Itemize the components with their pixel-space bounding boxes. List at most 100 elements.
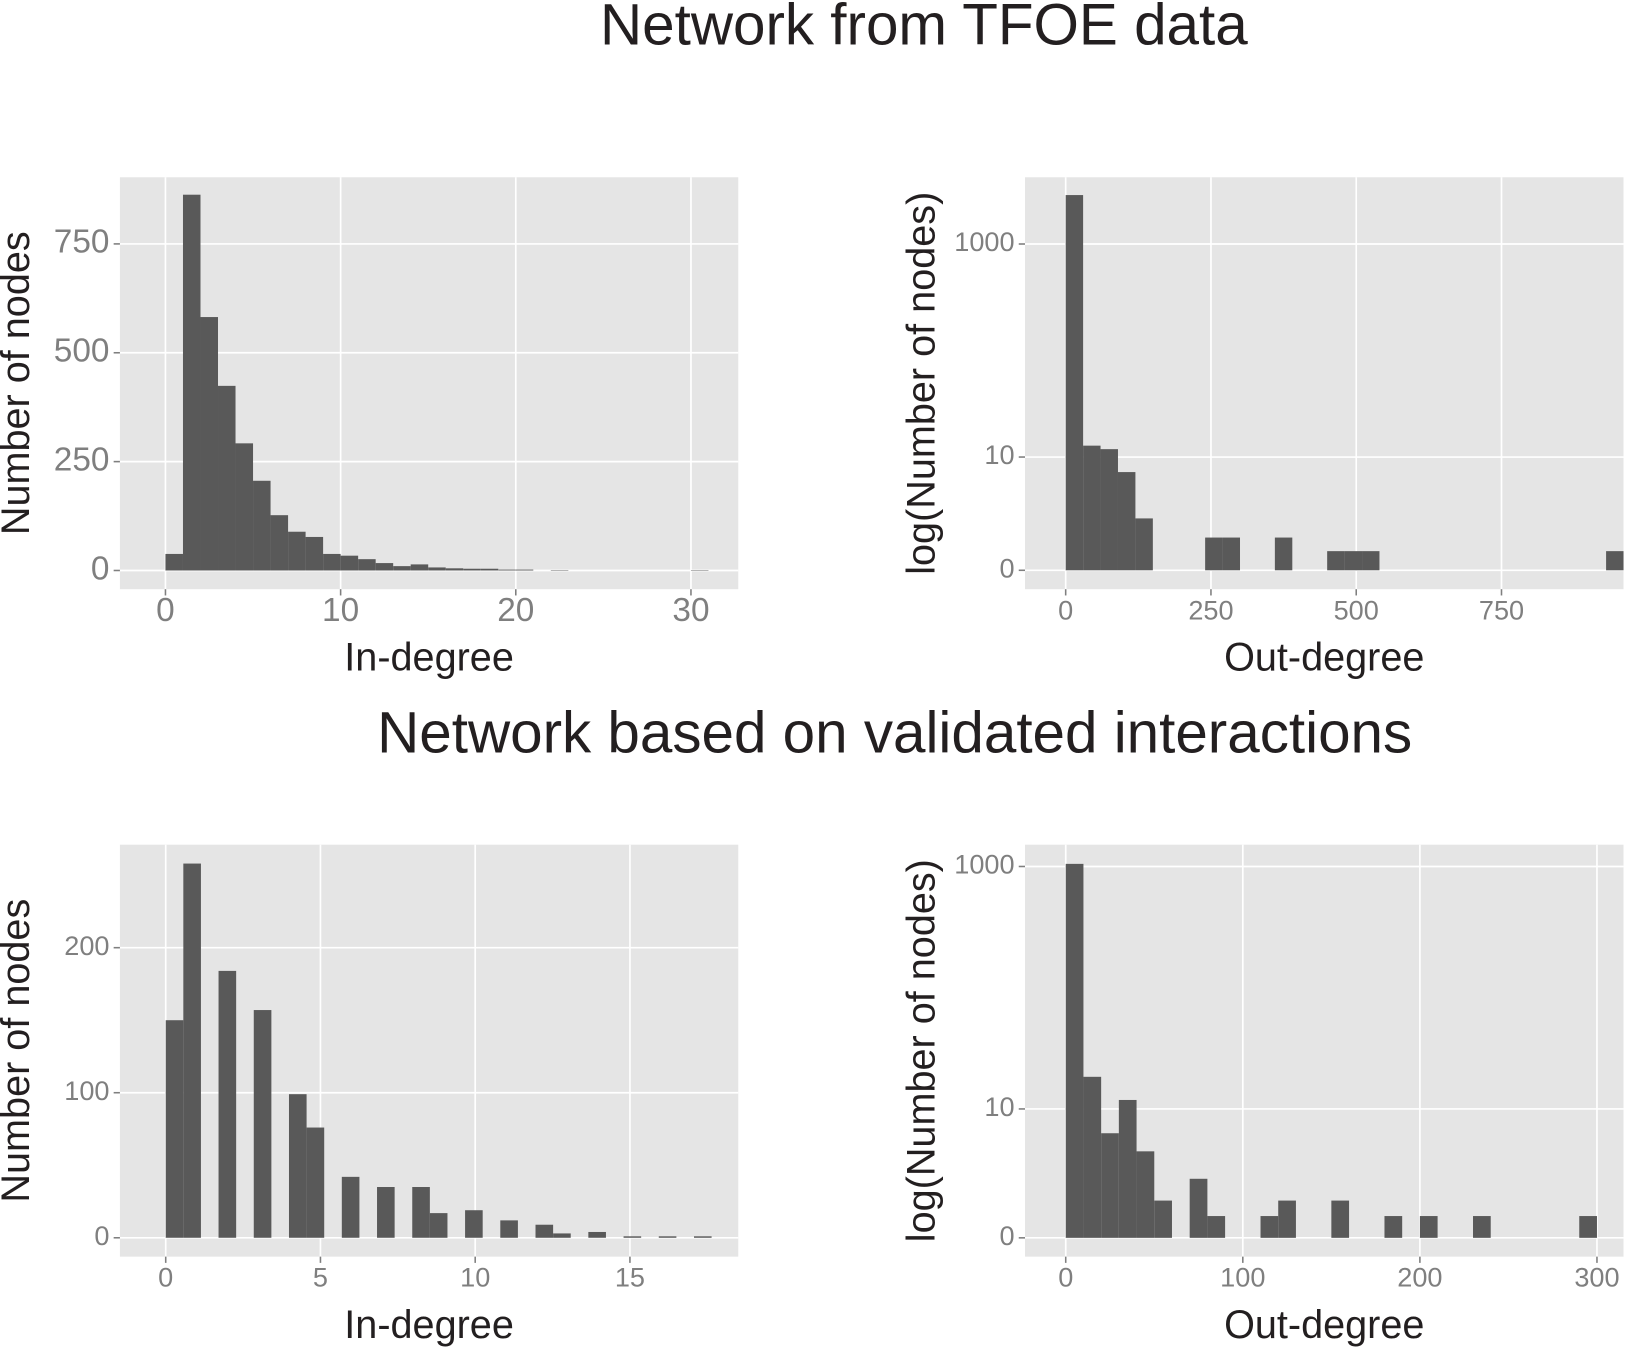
bar — [498, 569, 516, 571]
bar — [1222, 537, 1241, 571]
bar — [1260, 1216, 1279, 1238]
x-tick-label: 0 — [156, 592, 175, 629]
y-tick-label: 100 — [64, 1075, 109, 1106]
x-tick-label: 300 — [1574, 1262, 1619, 1293]
y-tick-label: 10 — [984, 439, 1014, 470]
bar — [165, 1020, 184, 1238]
bar — [358, 559, 376, 571]
bar — [1579, 1216, 1597, 1238]
y-tick-label: 10 — [984, 1091, 1014, 1122]
bar — [305, 536, 324, 571]
bar — [535, 1224, 554, 1238]
x-tick-label: 10 — [322, 592, 359, 629]
bar — [1384, 1216, 1403, 1238]
bar — [1205, 537, 1223, 571]
bar — [1118, 1099, 1137, 1238]
y-tick-label: 0 — [999, 1220, 1014, 1251]
bar — [428, 567, 446, 571]
bar — [393, 566, 411, 571]
bar — [693, 1236, 712, 1238]
bar — [1362, 551, 1380, 571]
y-tick-label: 0 — [999, 552, 1014, 583]
bar — [1136, 1151, 1155, 1238]
bar — [1419, 1216, 1438, 1238]
bar — [288, 1094, 307, 1238]
y-tick-label: 200 — [64, 930, 109, 961]
y-axis-title: Number of nodes — [0, 231, 38, 535]
bar — [1065, 863, 1084, 1238]
bar — [253, 1010, 272, 1238]
bar — [1331, 1200, 1350, 1238]
y-tick-label: 750 — [54, 224, 110, 261]
bar — [1278, 1200, 1296, 1238]
bar — [1135, 518, 1153, 571]
bar — [1065, 195, 1084, 571]
x-tick-label: 15 — [615, 1262, 645, 1293]
heading: Network based on validated interactions — [377, 701, 1412, 766]
y-tick-label: 1000 — [954, 849, 1014, 880]
bar — [1327, 551, 1345, 571]
x-tick-label: 100 — [1220, 1262, 1265, 1293]
bar — [465, 1210, 483, 1238]
bar — [218, 970, 237, 1238]
bar — [1473, 1216, 1491, 1238]
bar — [1344, 551, 1363, 571]
x-axis-title: In-degree — [344, 636, 514, 680]
bar — [1101, 1133, 1119, 1238]
bar — [306, 1127, 325, 1238]
bar — [412, 1187, 430, 1238]
bar — [1154, 1200, 1172, 1238]
y-tick-label: 0 — [91, 550, 110, 587]
bar — [218, 385, 236, 571]
bar — [1100, 449, 1118, 571]
x-tick-label: 20 — [497, 592, 534, 629]
bar — [553, 1233, 571, 1238]
x-tick-label: 30 — [672, 592, 709, 629]
x-axis-title: In-degree — [344, 1303, 514, 1347]
bar — [288, 531, 306, 571]
bar — [1606, 551, 1624, 571]
x-tick-label: 750 — [1479, 594, 1524, 625]
bar — [1083, 1076, 1102, 1238]
bar — [235, 443, 254, 571]
bar — [410, 564, 429, 571]
bar — [515, 569, 534, 571]
bar — [429, 1213, 448, 1238]
bar — [341, 1176, 360, 1238]
bar — [165, 553, 183, 571]
heading: Network from TFOE data — [600, 0, 1248, 58]
bar — [375, 563, 394, 571]
bar — [1274, 537, 1293, 571]
x-tick-label: 0 — [1058, 594, 1073, 625]
bar — [658, 1236, 677, 1238]
x-tick-label: 5 — [313, 1262, 328, 1293]
bar — [1117, 472, 1136, 571]
y-tick-label: 500 — [54, 333, 110, 370]
x-axis-title: Out-degree — [1224, 636, 1424, 680]
bar — [1189, 1178, 1208, 1238]
y-tick-label: 250 — [54, 441, 110, 478]
x-tick-label: 200 — [1397, 1262, 1442, 1293]
bar — [588, 1231, 606, 1238]
bar — [463, 568, 481, 571]
bar — [270, 515, 289, 571]
bar — [340, 555, 359, 571]
bar — [253, 480, 271, 571]
bar — [500, 1220, 518, 1238]
bar — [182, 194, 201, 571]
bar — [200, 317, 219, 571]
x-tick-label: 250 — [1188, 594, 1233, 625]
x-tick-label: 0 — [158, 1262, 173, 1293]
y-tick-label: 1000 — [954, 226, 1014, 257]
bar — [445, 568, 464, 571]
y-axis-title: log(Number of nodes) — [899, 859, 943, 1242]
bar — [623, 1236, 642, 1238]
x-tick-label: 10 — [460, 1262, 490, 1293]
x-tick-label: 500 — [1334, 594, 1379, 625]
y-axis-title: log(Number of nodes) — [899, 192, 943, 575]
x-axis-title: Out-degree — [1224, 1303, 1424, 1347]
y-tick-label: 0 — [94, 1220, 109, 1251]
x-tick-label: 0 — [1058, 1262, 1073, 1293]
